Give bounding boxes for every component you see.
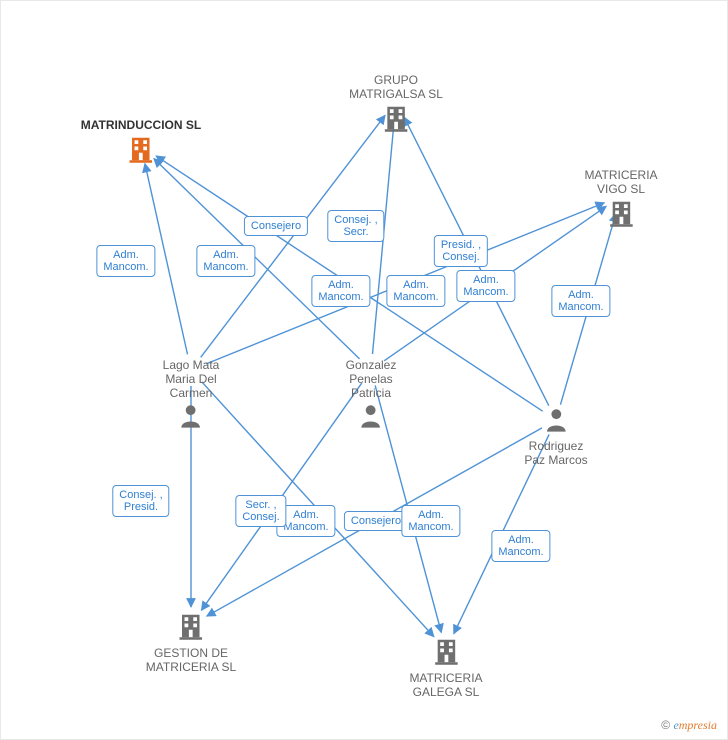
building-icon xyxy=(606,198,636,228)
person-icon xyxy=(177,402,205,430)
person-icon xyxy=(542,406,570,434)
node-label: MATRINDUCCION SL xyxy=(81,118,201,132)
company-node[interactable]: MATRICERIA VIGO SL xyxy=(584,166,657,231)
edge-label: Adm. Mancom. xyxy=(491,530,550,562)
building-icon xyxy=(176,611,206,641)
edge-label: Adm. Mancom. xyxy=(456,270,515,302)
node-label: Gonzalez Penelas Patricia xyxy=(346,358,397,400)
person-node[interactable]: Lago Mata Maria Del Carmen xyxy=(163,356,220,433)
edge-label: Adm. Mancom. xyxy=(551,285,610,317)
edge-label: Adm. Mancom. xyxy=(311,275,370,307)
edge-label: Adm. Mancom. xyxy=(196,245,255,277)
node-label: MATRICERIA GALEGA SL xyxy=(409,671,482,699)
edge-label: Secr. , Consej. xyxy=(235,495,286,527)
building-icon xyxy=(126,134,156,164)
building-icon xyxy=(431,636,461,666)
node-label: MATRICERIA VIGO SL xyxy=(584,168,657,196)
edge-label: Adm. Mancom. xyxy=(96,245,155,277)
edge-label: Presid. , Consej. xyxy=(434,235,488,267)
edge xyxy=(154,159,360,359)
edge-label: Adm. Mancom. xyxy=(386,275,445,307)
person-node[interactable]: Gonzalez Penelas Patricia xyxy=(346,356,397,433)
edge-label: Consejero xyxy=(244,216,308,236)
person-node[interactable]: Rodriguez Paz Marcos xyxy=(524,406,587,467)
node-label: GRUPO MATRIGALSA SL xyxy=(349,73,443,101)
building-icon xyxy=(381,103,411,133)
credit-prefix: © xyxy=(661,718,673,732)
edge-label: Consej. , Presid. xyxy=(112,485,169,517)
node-label: Rodriguez Paz Marcos xyxy=(524,439,587,467)
company-node[interactable]: GRUPO MATRIGALSA SL xyxy=(349,71,443,136)
diagram-stage: MATRINDUCCION SL GRUPO MATRIGALSA SL MAT… xyxy=(0,0,728,740)
person-icon xyxy=(357,402,385,430)
credit-rest: mpresia xyxy=(679,718,717,732)
credit: © empresia xyxy=(661,718,717,733)
company-node[interactable]: MATRICERIA GALEGA SL xyxy=(409,636,482,699)
node-label: Lago Mata Maria Del Carmen xyxy=(163,358,220,400)
node-label: GESTION DE MATRICERIA SL xyxy=(146,646,236,674)
edge-label: Adm. Mancom. xyxy=(401,505,460,537)
company-node[interactable]: MATRINDUCCION SL xyxy=(81,116,201,167)
edge-label: Consej. , Secr. xyxy=(327,210,384,242)
company-node[interactable]: GESTION DE MATRICERIA SL xyxy=(146,611,236,674)
edge-label: Consejero xyxy=(344,511,408,531)
